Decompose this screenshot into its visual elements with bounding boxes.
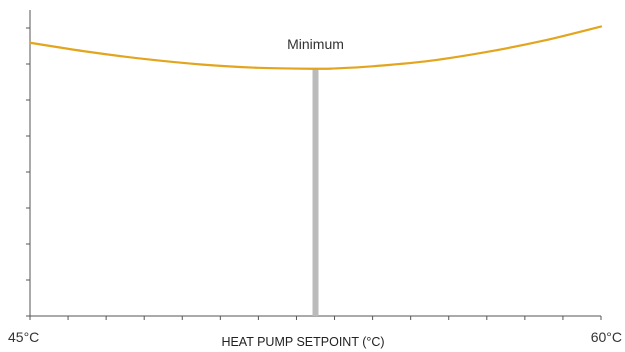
x-tick-label-min: 45°C — [8, 329, 39, 345]
minimum-marker-bar — [312, 68, 319, 316]
y-axis-ticks — [26, 27, 30, 317]
series-line — [28, 25, 603, 70]
x-tick-label-max: 60°C — [591, 329, 622, 345]
x-axis-ticks — [29, 316, 602, 320]
minimum-annotation: Minimum — [287, 36, 344, 52]
x-axis-title: HEAT PUMP SETPOINT (°C) — [221, 335, 384, 349]
